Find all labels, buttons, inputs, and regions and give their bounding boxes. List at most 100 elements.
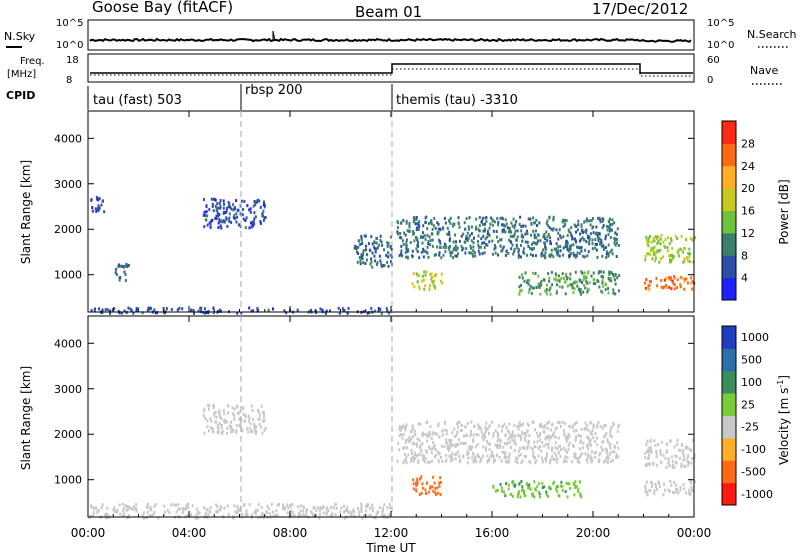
heatmap-cell	[432, 441, 435, 445]
heatmap-cell	[263, 428, 266, 432]
heatmap-cell	[565, 460, 568, 463]
heatmap-cell	[591, 429, 594, 433]
heatmap-cell	[450, 459, 453, 463]
heatmap-cell	[251, 513, 253, 517]
heatmap-cell	[461, 248, 464, 252]
heatmap-cell	[486, 454, 489, 458]
heatmap-cell	[225, 209, 228, 213]
heatmap-cell	[503, 422, 506, 426]
heatmap-cell	[368, 514, 371, 518]
heatmap-cell	[548, 276, 551, 280]
heatmap-cell	[572, 251, 575, 255]
heatmap-cell	[585, 240, 588, 244]
heatmap-cell	[472, 433, 475, 437]
heatmap-cell	[145, 505, 148, 509]
heatmap-cell	[426, 245, 429, 249]
heatmap-cell	[566, 456, 569, 459]
heatmap-cell	[380, 312, 383, 315]
heatmap-cell	[389, 506, 392, 510]
heatmap-cell	[607, 456, 610, 460]
heatmap-cell	[557, 436, 560, 440]
heatmap-cell	[262, 419, 264, 423]
heatmap-cell	[214, 410, 217, 414]
heatmap-cell	[597, 280, 600, 283]
heatmap-cell	[576, 228, 579, 232]
heatmap-cell	[543, 425, 546, 429]
heatmap-cell	[528, 439, 530, 443]
heatmap-cell	[544, 251, 547, 255]
heatmap-cell	[377, 307, 380, 310]
heatmap-cell	[404, 439, 407, 442]
heatmap-cell	[203, 210, 206, 214]
heatmap-cell	[611, 222, 614, 226]
heatmap-cell	[555, 242, 558, 246]
heatmap-cell	[588, 281, 591, 285]
heatmap-cell	[452, 222, 455, 226]
heatmap-cell	[98, 197, 101, 200]
heatmap-cell	[689, 236, 692, 240]
heatmap-cell	[439, 476, 442, 480]
heatmap-cell	[396, 230, 399, 234]
heatmap-cell	[230, 207, 233, 211]
heatmap-cell	[684, 445, 687, 449]
heatmap-cell	[478, 229, 481, 233]
heatmap-cell	[607, 243, 610, 247]
heatmap-cell	[426, 251, 429, 255]
heatmap-cell	[549, 236, 551, 240]
heatmap-cell	[500, 238, 503, 241]
heatmap-cell	[677, 491, 680, 495]
heatmap-cell	[599, 242, 602, 246]
heatmap-cell	[227, 205, 230, 209]
heatmap-cell	[438, 484, 441, 488]
heatmap-cell	[232, 208, 235, 212]
heatmap-cell	[398, 448, 401, 452]
x-axis-label: Time UT	[365, 541, 416, 554]
heatmap-cell	[220, 425, 223, 429]
heatmap-cell	[521, 430, 524, 434]
heatmap-cell	[481, 216, 484, 220]
heatmap-cell	[382, 508, 384, 512]
heatmap-cell	[600, 244, 603, 248]
heatmap-cell	[526, 253, 529, 257]
heatmap-cell	[477, 234, 480, 238]
heatmap-cell	[587, 428, 590, 432]
heatmap-cell	[319, 512, 322, 516]
heatmap-cell	[435, 253, 437, 257]
heatmap-cell	[538, 423, 541, 427]
heatmap-cell	[472, 452, 474, 455]
heatmap-cell	[501, 489, 503, 493]
heatmap-cell	[587, 435, 589, 439]
heatmap-cell	[574, 224, 577, 228]
heatmap-cell	[424, 457, 427, 460]
colorbar-cell	[722, 143, 736, 167]
colorbar-cell	[722, 437, 736, 461]
heatmap-cell	[528, 278, 531, 282]
heatmap-cell	[241, 213, 244, 217]
heatmap-cell	[126, 505, 129, 508]
heatmap-cell	[287, 506, 290, 510]
heatmap-cell	[381, 506, 384, 510]
heatmap-cell	[482, 234, 485, 238]
heatmap-cell	[421, 482, 424, 486]
heatmap-cell	[223, 202, 225, 206]
heatmap-cell	[596, 256, 599, 259]
heatmap-cell	[470, 246, 472, 250]
heatmap-cell	[223, 220, 226, 224]
heatmap-cell	[375, 247, 378, 251]
heatmap-cell	[588, 440, 591, 444]
heatmap-cell	[209, 225, 212, 229]
heatmap-cell	[547, 435, 550, 439]
heatmap-cell	[100, 505, 103, 509]
heatmap-cell	[235, 199, 238, 203]
heatmap-cell	[477, 423, 480, 427]
heatmap-cell	[462, 442, 465, 445]
heatmap-cell	[480, 427, 483, 431]
heatmap-cell	[576, 489, 579, 493]
heatmap-cell	[570, 226, 573, 230]
heatmap-cell	[241, 208, 244, 211]
heatmap-cell	[501, 216, 503, 220]
heatmap-cell	[346, 509, 349, 513]
heatmap-cell	[119, 276, 122, 280]
heatmap-cell	[390, 247, 393, 251]
